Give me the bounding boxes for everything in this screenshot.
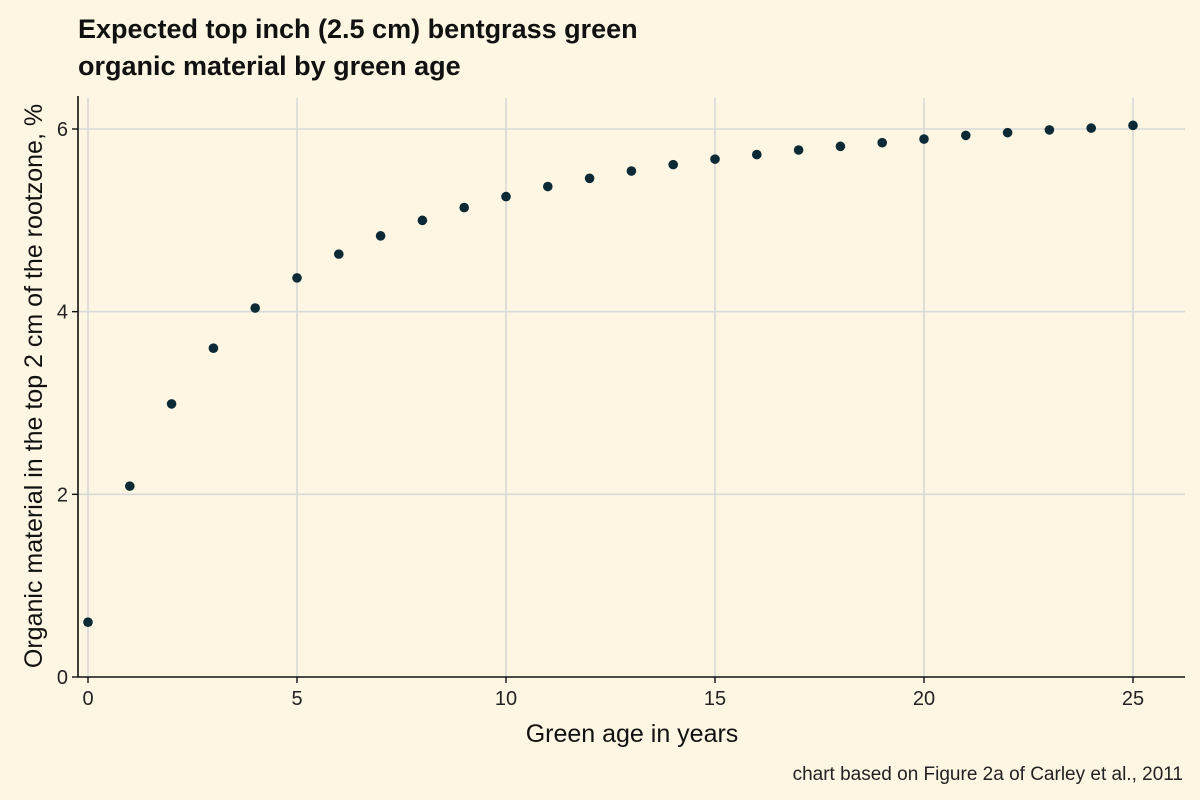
data-point <box>1044 125 1055 135</box>
data-point <box>793 145 804 155</box>
y-tick-label: 2 <box>57 484 68 506</box>
data-point <box>1002 127 1013 138</box>
y-tick-label: 4 <box>57 302 68 324</box>
data-point <box>501 191 511 202</box>
tick-layer: 0 5 10 15 20 25 0 2 4 6 <box>57 119 1144 710</box>
data-point <box>877 137 887 148</box>
data-point <box>334 249 344 259</box>
data-point <box>208 343 219 354</box>
data-point <box>668 159 678 170</box>
data-point <box>919 134 929 144</box>
data-point <box>752 149 762 160</box>
data-point <box>1128 120 1138 131</box>
chart-caption: chart based on Figure 2a of Carley et al… <box>793 764 1183 785</box>
data-point <box>710 154 720 164</box>
data-point <box>83 617 93 627</box>
data-point <box>626 166 637 176</box>
grid-layer <box>78 98 1185 677</box>
data-point <box>835 141 846 152</box>
data-point <box>417 215 428 226</box>
axis-layer <box>77 96 1185 678</box>
data-point <box>166 399 177 409</box>
x-tick-label: 10 <box>495 688 517 710</box>
x-tick-label: 20 <box>913 688 935 710</box>
x-axis-title: Green age in years <box>526 720 739 748</box>
x-tick-label: 0 <box>82 688 93 710</box>
x-tick-label: 5 <box>291 688 302 710</box>
data-point <box>375 231 386 241</box>
chart-title-line-2: organic material by green age <box>78 51 461 81</box>
y-tick-label: 6 <box>57 119 68 141</box>
data-point <box>584 173 595 184</box>
data-point <box>250 303 260 313</box>
x-tick-label: 25 <box>1122 688 1144 710</box>
data-point <box>292 273 302 283</box>
chart-title-line-1: Expected top inch (2.5 cm) bentgrass gre… <box>78 14 638 44</box>
y-axis-title: Organic material in the top 2 cm of the … <box>20 104 48 668</box>
data-point <box>1086 123 1096 133</box>
y-tick-label: 0 <box>57 667 68 689</box>
data-point <box>459 202 470 213</box>
points-layer <box>83 120 1138 627</box>
data-point <box>961 130 971 141</box>
data-point <box>125 481 135 491</box>
x-tick-label: 15 <box>704 688 726 710</box>
data-point <box>543 181 553 192</box>
